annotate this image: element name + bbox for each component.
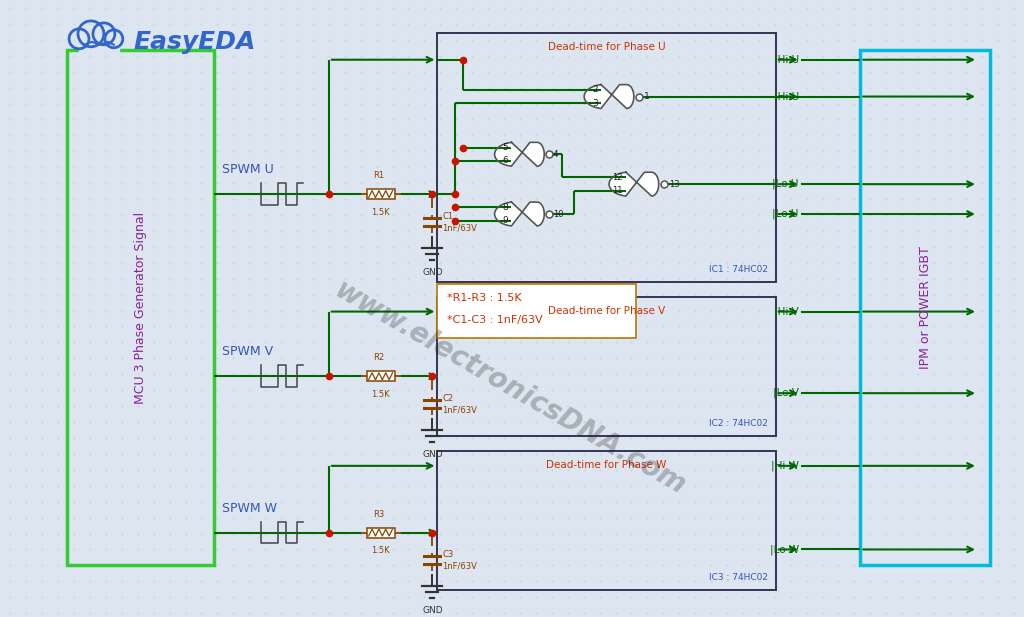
Text: 10: 10	[553, 210, 563, 218]
Text: |Hi V: |Hi V	[774, 306, 799, 317]
Polygon shape	[495, 202, 544, 226]
Text: 2: 2	[592, 85, 598, 94]
Polygon shape	[584, 85, 634, 109]
Text: 8: 8	[503, 203, 509, 212]
Text: GND: GND	[422, 606, 442, 615]
Text: C1: C1	[442, 212, 454, 220]
Text: 1.5K: 1.5K	[372, 547, 390, 555]
Text: 6: 6	[503, 157, 509, 165]
Text: 13: 13	[669, 180, 680, 189]
Polygon shape	[79, 39, 119, 52]
Text: |Hi U: |Hi U	[773, 91, 799, 102]
Text: 1nF/63V: 1nF/63V	[442, 562, 477, 571]
Text: 9: 9	[503, 216, 509, 225]
Bar	[367, 528, 394, 537]
Text: EasyEDA: EasyEDA	[134, 30, 256, 54]
Text: SPWM V: SPWM V	[222, 346, 273, 358]
Text: SPWM W: SPWM W	[222, 502, 278, 515]
Text: SPWM U: SPWM U	[222, 163, 274, 176]
Bar	[437, 451, 776, 590]
Text: R2: R2	[373, 354, 384, 362]
Text: 3: 3	[592, 99, 598, 108]
Bar	[860, 50, 990, 565]
Polygon shape	[609, 172, 658, 196]
Text: R3: R3	[373, 510, 384, 519]
Text: 1nF/63V: 1nF/63V	[442, 405, 477, 415]
Text: IPM or POWER IGBT: IPM or POWER IGBT	[919, 246, 932, 369]
Text: Dead-time for Phase V: Dead-time for Phase V	[548, 305, 666, 315]
Bar	[437, 297, 776, 436]
Text: 1.5K: 1.5K	[372, 208, 390, 217]
Text: IC2 : 74HC02: IC2 : 74HC02	[709, 419, 768, 428]
Text: |Lo U: |Lo U	[772, 179, 799, 189]
Text: 11: 11	[612, 186, 623, 196]
Text: |Lo W: |Lo W	[770, 544, 799, 555]
Text: IC3 : 74HC02: IC3 : 74HC02	[709, 573, 768, 582]
Bar	[367, 371, 394, 381]
Text: |Hi W: |Hi W	[771, 461, 799, 471]
Text: 4: 4	[553, 150, 558, 159]
Text: MCU 3 Phase Generator Signal: MCU 3 Phase Generator Signal	[134, 212, 147, 404]
Text: |Lo V: |Lo V	[773, 388, 799, 399]
Text: *R1-R3 : 1.5K: *R1-R3 : 1.5K	[447, 292, 522, 302]
Text: |Lo U: |Lo U	[772, 209, 799, 219]
Text: Dead-time for Phase W: Dead-time for Phase W	[547, 460, 667, 470]
Bar	[67, 50, 214, 565]
Text: 1.5K: 1.5K	[372, 390, 390, 399]
Text: www.electronicsDNA.com: www.electronicsDNA.com	[330, 276, 690, 500]
Text: 12: 12	[612, 173, 623, 182]
Text: 5: 5	[503, 143, 509, 152]
Text: R1: R1	[373, 171, 384, 180]
Text: 1nF/63V: 1nF/63V	[442, 223, 477, 233]
Text: GND: GND	[422, 268, 442, 277]
Text: IC1 : 74HC02: IC1 : 74HC02	[709, 265, 768, 274]
Text: *C1-C3 : 1nF/63V: *C1-C3 : 1nF/63V	[447, 315, 543, 325]
Text: GND: GND	[422, 450, 442, 459]
Bar	[437, 33, 776, 282]
Text: 1: 1	[644, 92, 650, 101]
Text: C2: C2	[442, 394, 454, 403]
Text: C3: C3	[442, 550, 454, 559]
Text: Dead-time for Phase U: Dead-time for Phase U	[548, 42, 666, 52]
Bar	[437, 284, 637, 339]
Bar	[367, 189, 394, 199]
Polygon shape	[495, 143, 544, 166]
Text: |Hi U: |Hi U	[773, 54, 799, 65]
